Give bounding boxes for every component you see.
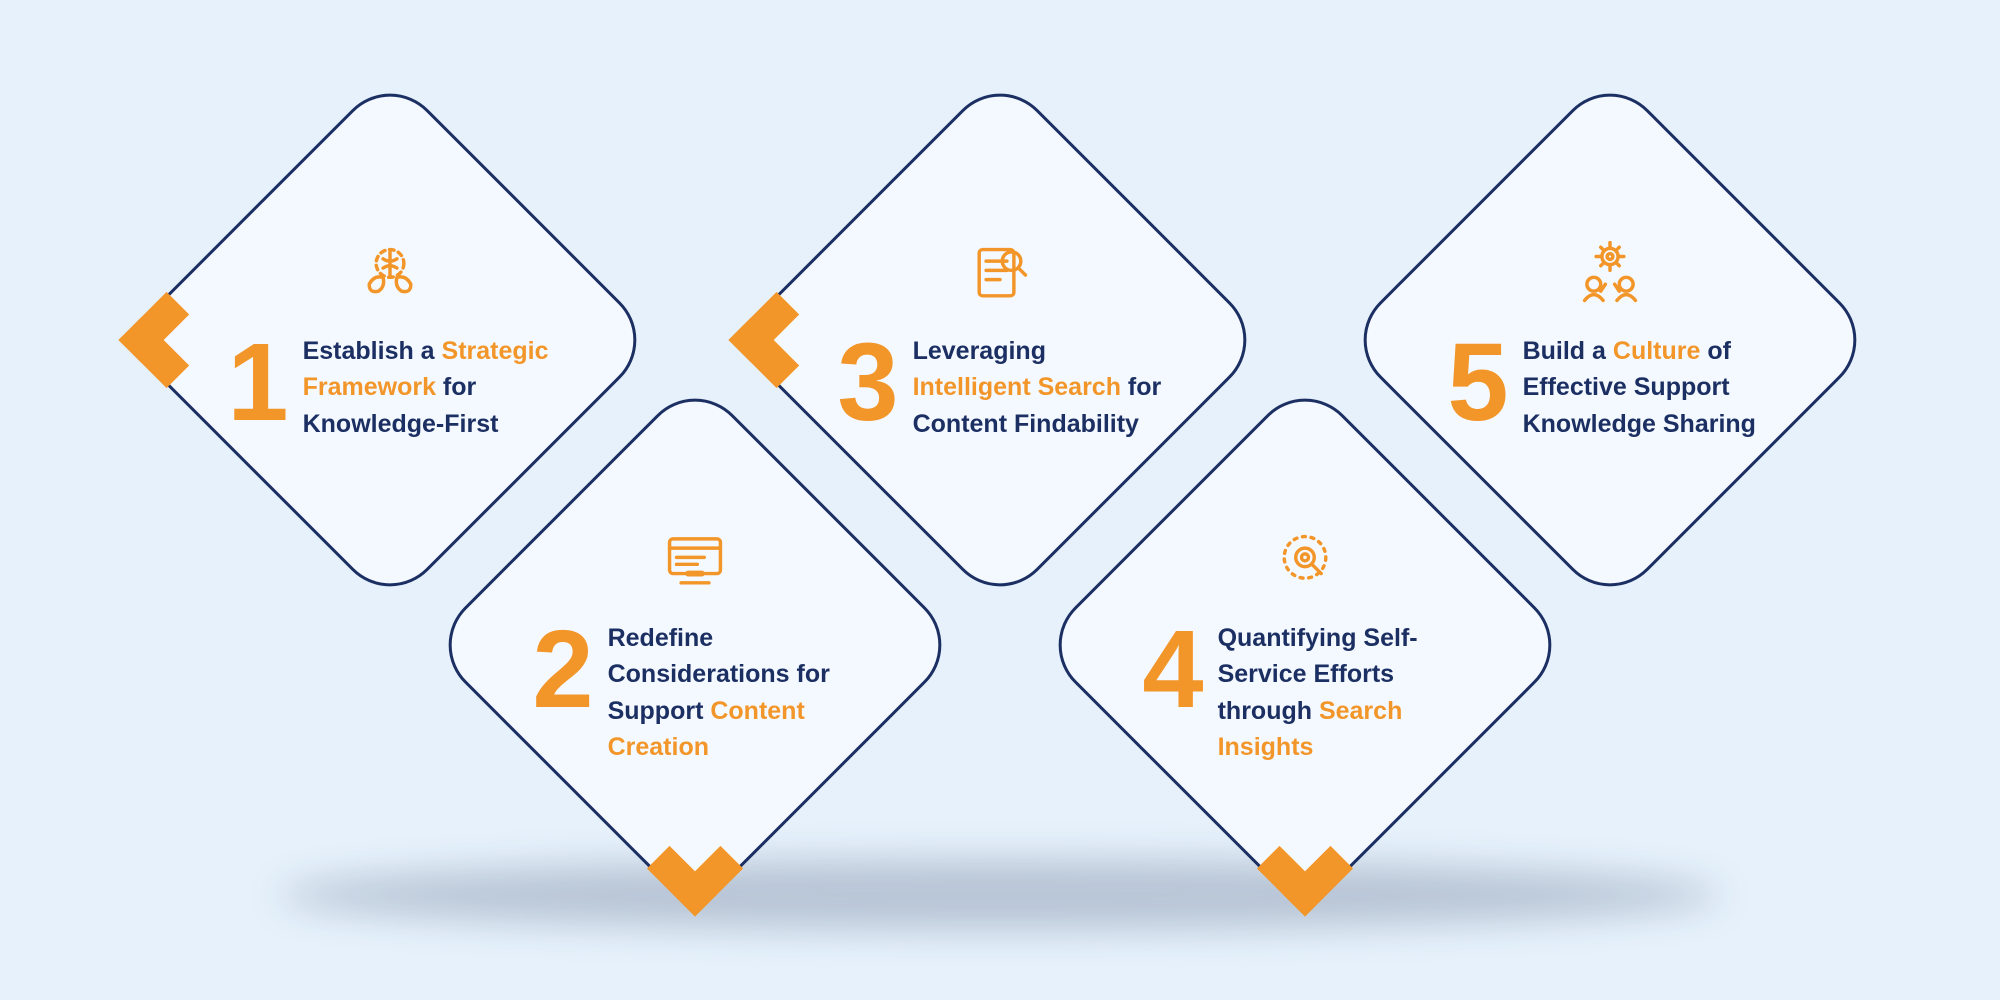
monitor-icon: [658, 525, 732, 604]
step-number: 3: [837, 333, 898, 432]
step-number: 5: [1447, 333, 1508, 432]
step-description: Quantifying Self-Service Efforts through…: [1218, 620, 1468, 765]
step-description: Leveraging Intelligent Search for Conten…: [913, 333, 1163, 442]
doc-search-icon: [963, 238, 1037, 317]
step-description: Build a Culture of Effective Support Kno…: [1523, 333, 1773, 442]
step-number: 1: [227, 333, 288, 432]
culture-gear-icon: [1573, 238, 1647, 317]
step-description: Redefine Considerations for Support Cont…: [608, 620, 858, 765]
step-tile-5: 5Build a Culture of Effective Support Kn…: [1341, 71, 1878, 608]
floor-shadow: [280, 860, 1720, 930]
search-badge-icon: [1268, 525, 1342, 604]
step-number: 2: [532, 620, 593, 719]
brain-hands-icon: [353, 238, 427, 317]
step-number: 4: [1142, 620, 1203, 719]
tile-content: 5Build a Culture of Effective Support Kn…: [1420, 150, 1800, 530]
infographic-stage: 1Establish a Strategic Framework for Kno…: [0, 0, 2000, 1000]
step-description: Establish a Strategic Framework for Know…: [303, 333, 553, 442]
